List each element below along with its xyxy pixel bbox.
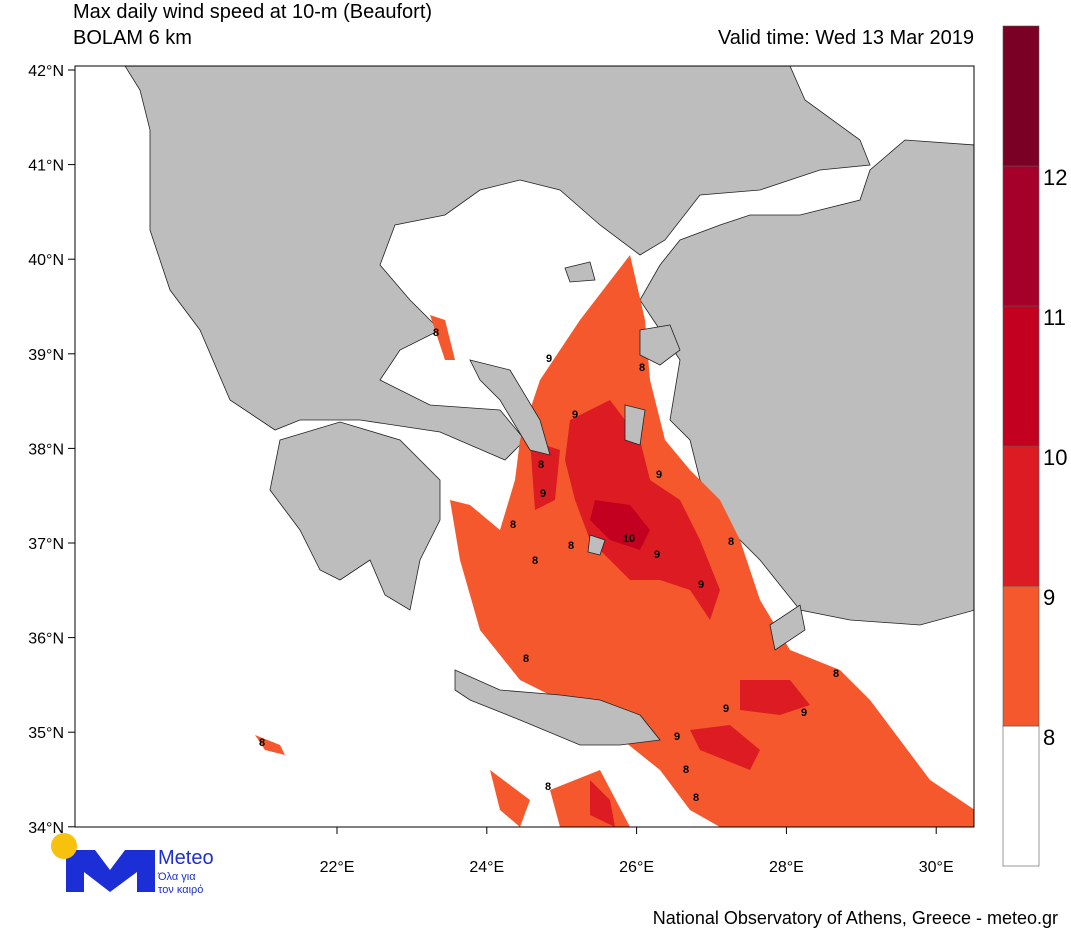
- contour-label: 9: [572, 409, 578, 421]
- colorbar-label: 10: [1043, 445, 1067, 470]
- lat-label: 34°N: [28, 820, 64, 837]
- land: [269, 421, 441, 611]
- lat-label: 35°N: [28, 725, 64, 742]
- logo-name: Meteo: [158, 847, 214, 869]
- colorbar-segment: [1002, 305, 1040, 447]
- lon-label: 22°E: [320, 859, 355, 876]
- contour-label: 8: [683, 764, 689, 776]
- wind-area: [740, 680, 810, 715]
- contour-label: 9: [698, 579, 704, 591]
- wind-area: [590, 780, 615, 827]
- wind-area: [565, 400, 720, 620]
- lat-label: 41°N: [28, 158, 64, 175]
- wind-area: [530, 440, 560, 510]
- colorbar-segment: [1002, 445, 1040, 587]
- lat-label: 38°N: [28, 441, 64, 458]
- logo-mark: [66, 850, 155, 892]
- island: [587, 534, 606, 556]
- lon-label: 30°E: [919, 859, 954, 876]
- contour-label: 9: [801, 707, 807, 719]
- contour-label: 8: [833, 668, 839, 680]
- island: [564, 261, 596, 283]
- title: Max daily wind speed at 10-m (Beaufort): [73, 1, 432, 23]
- island: [454, 669, 661, 746]
- contour-label: 8: [639, 362, 645, 374]
- lon-label: 24°E: [469, 859, 504, 876]
- footer: National Observatory of Athens, Greece -…: [653, 908, 1058, 928]
- contour-label: 8: [510, 519, 516, 531]
- lat-label: 40°N: [28, 252, 64, 269]
- logo-tagline: Όλα για: [157, 871, 196, 883]
- lat-label: 37°N: [28, 536, 64, 553]
- wind-area: [450, 255, 974, 827]
- lon-label: 28°E: [769, 859, 804, 876]
- land: [124, 66, 871, 461]
- logo: Meteo Όλα για τον καιρό: [51, 833, 214, 896]
- contour-label: 9: [656, 469, 662, 481]
- colorbar-label: 8: [1043, 725, 1055, 750]
- logo-sun: [51, 833, 77, 859]
- lat-label: 42°N: [28, 63, 64, 80]
- island: [639, 324, 681, 366]
- lat-label: 39°N: [28, 347, 64, 364]
- wind-area: [690, 725, 760, 770]
- contour-label: 8: [259, 737, 265, 749]
- colorbar-label: 9: [1043, 585, 1055, 610]
- contour-label: 8: [568, 540, 574, 552]
- wind-area: [490, 770, 530, 827]
- island: [769, 604, 806, 651]
- lon-label: 26°E: [619, 859, 654, 876]
- contour-label: 8: [532, 555, 538, 567]
- contour-label: 9: [723, 703, 729, 715]
- contour-label: 9: [540, 488, 546, 500]
- contour-label: 8: [433, 327, 439, 339]
- contour-label: 9: [546, 353, 552, 365]
- colorbar-segment: [1002, 585, 1040, 727]
- contour-label: 10: [623, 533, 635, 545]
- colorbar-label: 12: [1043, 165, 1067, 190]
- colorbar-segment: [1002, 725, 1040, 867]
- valid-time: Valid time: Wed 13 Mar 2019: [718, 27, 974, 49]
- island: [624, 404, 646, 446]
- map-frame: [74, 65, 975, 828]
- lat-label: 36°N: [28, 631, 64, 648]
- contour-label: 8: [693, 792, 699, 804]
- contour-label: 9: [674, 731, 680, 743]
- logo-tagline: τον καιρό: [158, 884, 203, 896]
- contour-label: 8: [728, 536, 734, 548]
- map-area: [75, 66, 974, 827]
- wind-area: [430, 315, 455, 360]
- contour-label: 8: [523, 653, 529, 665]
- wind-area: [255, 735, 285, 755]
- model: BOLAM 6 km: [73, 27, 192, 49]
- island: [469, 359, 551, 456]
- colorbar-label: 11: [1043, 305, 1066, 330]
- contour-label: 9: [654, 549, 660, 561]
- colorbar-segment: [1002, 165, 1040, 307]
- contour-label: 8: [538, 459, 544, 471]
- wind-area: [590, 500, 650, 550]
- colorbar-segment: [1002, 25, 1040, 167]
- contour-label: 8: [545, 781, 551, 793]
